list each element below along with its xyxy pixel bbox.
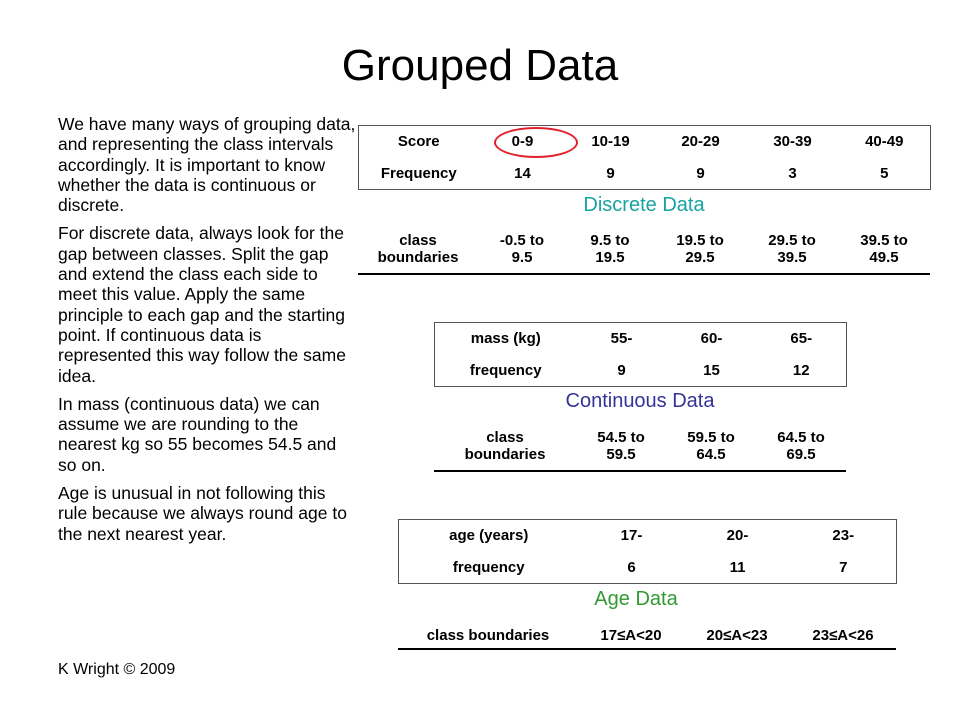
- boundary-line: -0.5 to: [499, 231, 545, 249]
- boundary-cell: -0.5 to 9.5: [478, 224, 566, 274]
- boundary-cell: 9.5 to 19.5: [566, 224, 654, 274]
- boundary-cell: 64.5 to 69.5: [756, 421, 846, 471]
- score-cell: 40-49: [865, 133, 904, 151]
- age-cell: 20-: [726, 527, 749, 545]
- boundary-header-line: class: [486, 428, 524, 446]
- boundary-line: 29.5 to: [768, 231, 816, 249]
- boundary-line: 39.5 to: [860, 231, 908, 249]
- boundary-cell: 19.5 to 29.5: [654, 224, 746, 274]
- score-cell: 10-19: [591, 133, 630, 151]
- mass-cell: 55-: [610, 330, 633, 348]
- frequency-cell: 12: [792, 361, 810, 379]
- mass-cell: 60-: [700, 330, 723, 348]
- boundary-line: 59.5 to: [687, 428, 735, 446]
- boundary-line: 59.5: [606, 445, 636, 463]
- boundary-line: 19.5: [595, 248, 625, 266]
- boundary-header-line: class: [399, 231, 437, 249]
- continuous-boundaries-table: class boundaries 54.5 to 59.5 59.5 to 64.5 …: [434, 421, 846, 472]
- age-data-label: Age Data: [594, 588, 678, 610]
- boundary-line: 64.5: [696, 445, 726, 463]
- boundary-line: 9.5 to: [590, 231, 630, 249]
- frequency-cell: 7: [839, 558, 848, 576]
- boundary-cell: 39.5 to 49.5: [838, 224, 930, 274]
- slide-title: Grouped Data: [341, 41, 619, 90]
- boundary-cell: 23≤A<26: [812, 626, 874, 644]
- frequency-header: frequency: [469, 361, 542, 379]
- mass-header: mass (kg): [470, 330, 541, 348]
- frequency-cell: 5: [880, 164, 889, 182]
- age-frequency-table: age (years) 17- 20- 23- frequency 6 11 7: [398, 519, 897, 584]
- boundary-header: class boundaries: [358, 224, 478, 274]
- frequency-cell: 14: [514, 164, 531, 182]
- boundary-cell: 59.5 to 64.5: [666, 421, 756, 471]
- boundary-line: 39.5: [777, 248, 807, 266]
- continuous-frequency-table: mass (kg) 55- 60- 65- frequency 9 15 12: [434, 322, 847, 387]
- boundary-line: 69.5: [786, 445, 816, 463]
- paragraph: We have many ways of grouping data, and …: [58, 114, 356, 216]
- age-cell: 23-: [832, 527, 855, 545]
- score-cell: 20-29: [681, 133, 720, 151]
- frequency-cell: 3: [788, 164, 797, 182]
- boundary-cell: 17≤A<20: [600, 626, 662, 644]
- boundary-header-line: boundaries: [464, 445, 546, 463]
- age-boundaries-table: class boundaries 17≤A<20 20≤A<23 23≤A<26: [398, 622, 896, 650]
- frequency-cell: 9: [617, 361, 626, 379]
- boundary-header-line: boundaries: [377, 248, 459, 266]
- mass-cell: 65-: [790, 330, 813, 348]
- explanation-text: We have many ways of grouping data, and …: [58, 114, 356, 552]
- frequency-cell: 9: [606, 164, 615, 182]
- boundary-header: class boundaries: [426, 626, 550, 644]
- continuous-data-label: Continuous Data: [565, 390, 715, 412]
- boundary-cell: 29.5 to 39.5: [746, 224, 838, 274]
- boundary-line: 54.5 to: [597, 428, 645, 446]
- frequency-cell: 15: [703, 361, 720, 379]
- boundary-line: 9.5: [511, 248, 533, 266]
- boundary-header: class boundaries: [434, 421, 576, 471]
- age-cell: 17-: [620, 527, 643, 545]
- boundary-line: 19.5 to: [676, 231, 724, 249]
- discrete-boundaries-table: class boundaries -0.5 to 9.5 9.5 to 19.5 19…: [358, 224, 930, 275]
- boundary-line: 49.5: [869, 248, 899, 266]
- frequency-header: Frequency: [380, 164, 457, 182]
- frequency-cell: 11: [729, 558, 746, 576]
- frequency-cell: 6: [627, 558, 636, 576]
- paragraph: Age is unusual in not following this rul…: [58, 483, 347, 544]
- discrete-frequency-table: Score 0-9 10-19 20-29 30-39 40-49 Freque…: [358, 125, 931, 190]
- paragraph: For discrete data, always look for the g…: [58, 223, 346, 386]
- score-cell: 30-39: [773, 133, 812, 151]
- copyright-footer: K Wright © 2009: [58, 661, 176, 678]
- discrete-data-label: Discrete Data: [583, 194, 705, 216]
- boundary-line: 29.5: [685, 248, 715, 266]
- boundary-cell: 20≤A<23: [706, 626, 768, 644]
- frequency-cell: 9: [696, 164, 705, 182]
- paragraph: In mass (continuous data) we can assume …: [58, 393, 337, 475]
- frequency-header: frequency: [452, 558, 525, 576]
- score-header: Score: [397, 133, 440, 151]
- age-header: age (years): [449, 527, 529, 545]
- boundary-cell: 54.5 to 59.5: [576, 421, 666, 471]
- boundary-line: 64.5 to: [777, 428, 825, 446]
- highlight-circle: [494, 127, 578, 158]
